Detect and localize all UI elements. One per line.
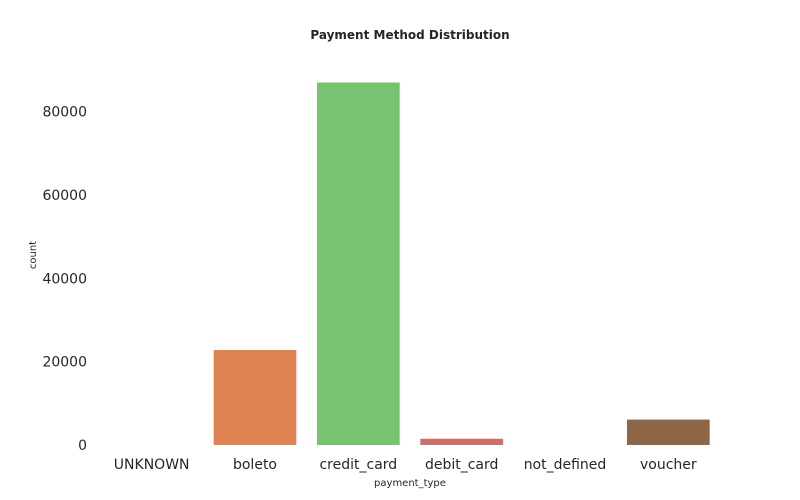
x-tick-label: credit_card — [319, 457, 397, 473]
x-tick-label: debit_card — [425, 457, 498, 473]
chart-title: Payment Method Distribution — [310, 28, 509, 42]
bars-group — [213, 82, 710, 445]
bar-boleto — [213, 350, 297, 445]
y-axis-label: count — [28, 241, 39, 269]
y-tick-label: 60000 — [42, 188, 87, 204]
y-tick-label: 40000 — [42, 271, 87, 287]
x-tick-label: not_defined — [524, 457, 607, 473]
y-tick-label: 0 — [78, 438, 87, 454]
y-tick-label: 80000 — [42, 105, 87, 121]
x-axis-label: payment_type — [374, 478, 446, 489]
bar-debit-card — [420, 438, 503, 445]
x-tick-label: UNKNOWN — [114, 457, 190, 473]
x-axis-ticks: UNKNOWN boleto credit_card debit_card not_de… — [114, 457, 697, 473]
x-tick-label: voucher — [640, 457, 697, 473]
bar-voucher — [627, 419, 710, 445]
y-axis-ticks: 0 20000 40000 60000 80000 — [42, 105, 87, 454]
y-tick-label: 20000 — [42, 355, 87, 371]
x-tick-label: boleto — [233, 457, 277, 473]
bar-credit-card — [317, 82, 400, 445]
